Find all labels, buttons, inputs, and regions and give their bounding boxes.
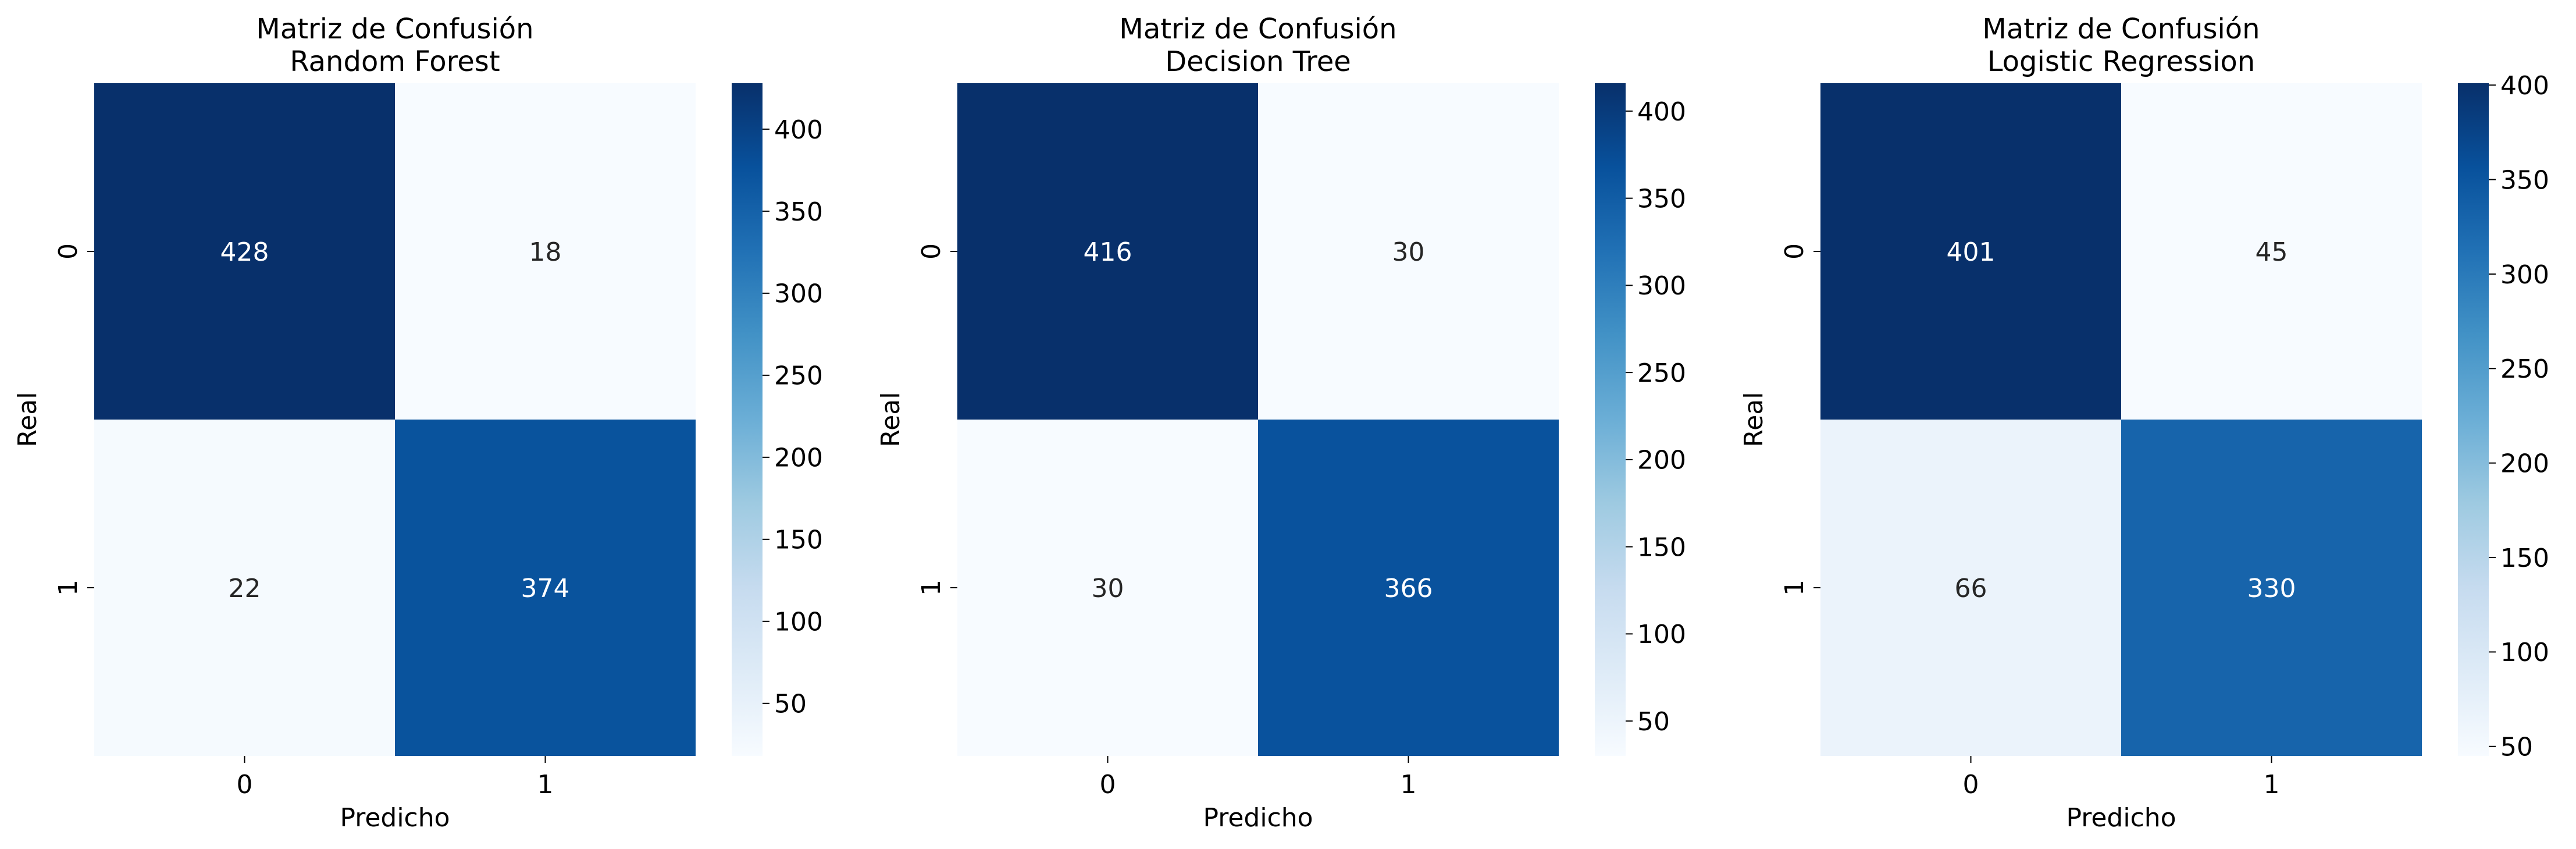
heatmap-cell-r1-c1: [395, 420, 696, 756]
cell-value-label: 22: [229, 574, 261, 603]
colorbar-tick-label: 100: [1637, 620, 1686, 649]
x-tick-label: 0: [1100, 770, 1116, 800]
chart-title-line-2: Decision Tree: [1165, 45, 1351, 78]
chart-title-line-1: Matriz de Confusión: [256, 13, 533, 45]
x-tick-label: 1: [2264, 770, 2280, 800]
y-axis-label: Real: [876, 392, 906, 447]
y-tick-label: 1: [54, 580, 83, 596]
chart-title-line-1: Matriz de Confusión: [1982, 13, 2260, 45]
colorbar-tick-label: 400: [1637, 97, 1686, 127]
colorbar-tick-label: 200: [1637, 446, 1686, 475]
cell-value-label: 374: [521, 574, 570, 603]
cell-value-label: 330: [2247, 574, 2296, 603]
colorbar: [1595, 83, 1626, 756]
colorbar-tick-label: 300: [1637, 271, 1686, 301]
x-tick-label: 0: [237, 770, 253, 800]
x-tick-label: 1: [537, 770, 554, 800]
colorbar-tick-label: 250: [774, 361, 823, 391]
cell-value-label: 366: [1384, 574, 1433, 603]
colorbar-tick-label: 350: [774, 197, 823, 227]
x-axis-label: Predicho: [1203, 803, 1313, 833]
colorbar-tick-label: 350: [2500, 165, 2549, 195]
colorbar: [2458, 83, 2489, 756]
colorbar-tick-label: 400: [2500, 71, 2549, 101]
heatmap-cell-r1-c0: [957, 420, 1258, 756]
colorbar-tick-label: 50: [1637, 707, 1670, 737]
y-tick-label: 1: [1780, 580, 1809, 596]
colorbar-tick-label: 200: [774, 443, 823, 473]
heatmap-cell-r1-c0: [94, 420, 395, 756]
chart-title-line-2: Random Forest: [290, 45, 500, 78]
colorbar-tick-label: 350: [1637, 184, 1686, 214]
heatmap-cell-r0-c1: [2121, 83, 2422, 420]
x-tick-label: 1: [1401, 770, 1417, 800]
colorbar-tick-label: 400: [774, 115, 823, 145]
cell-value-label: 30: [1092, 574, 1124, 603]
heatmap-cell-r0-c0: [94, 83, 395, 420]
y-axis-label: Real: [13, 392, 42, 447]
colorbar-tick-label: 50: [2500, 733, 2533, 762]
y-tick-label: 0: [1780, 243, 1809, 260]
colorbar-tick-label: 300: [774, 279, 823, 309]
y-tick-label: 1: [917, 580, 946, 596]
y-tick-label: 0: [54, 243, 83, 260]
x-axis-label: Predicho: [340, 803, 450, 833]
heatmap-cell-r1-c0: [1820, 420, 2121, 756]
heatmap-cell-r1-c1: [1258, 420, 1559, 756]
x-tick-label: 0: [1963, 770, 1979, 800]
colorbar-tick-label: 250: [1637, 358, 1686, 388]
chart-title-line-1: Matriz de Confusión: [1119, 13, 1396, 45]
heatmap-cell-r0-c0: [1820, 83, 2121, 420]
chart-title-line-2: Logistic Regression: [1987, 45, 2255, 78]
cell-value-label: 416: [1084, 237, 1132, 267]
colorbar-tick-label: 300: [2500, 260, 2549, 290]
heatmap-cell-r1-c1: [2121, 420, 2422, 756]
colorbar-tick-label: 250: [2500, 354, 2549, 384]
cell-value-label: 401: [1947, 237, 1996, 267]
heatmap-cell-r0-c0: [957, 83, 1258, 420]
cell-value-label: 45: [2256, 237, 2288, 267]
cell-value-label: 428: [220, 237, 269, 267]
colorbar-tick-label: 50: [774, 690, 807, 719]
colorbar-tick-label: 150: [2500, 543, 2549, 573]
colorbar-tick-label: 150: [1637, 532, 1686, 562]
cell-value-label: 18: [529, 237, 562, 267]
heatmap-cell-r0-c1: [1258, 83, 1559, 420]
cell-value-label: 30: [1392, 237, 1425, 267]
heatmap-cell-r0-c1: [395, 83, 696, 420]
cell-value-label: 66: [1955, 574, 1987, 603]
y-tick-label: 0: [917, 243, 946, 260]
colorbar-tick-label: 100: [774, 608, 823, 637]
colorbar: [732, 83, 763, 756]
colorbar-tick-label: 150: [774, 525, 823, 555]
colorbar-tick-label: 200: [2500, 449, 2549, 479]
y-axis-label: Real: [1739, 392, 1769, 447]
colorbar-tick-label: 100: [2500, 638, 2549, 667]
x-axis-label: Predicho: [2066, 803, 2176, 833]
